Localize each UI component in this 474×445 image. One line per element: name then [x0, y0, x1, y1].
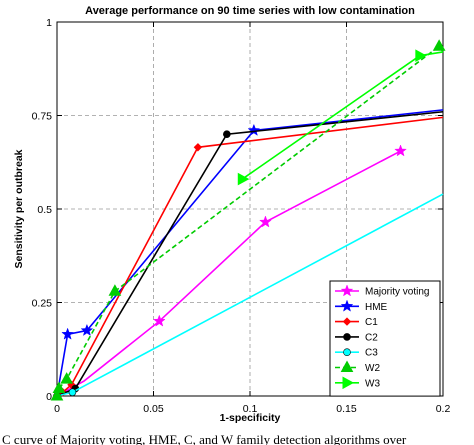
data-point-w2 [52, 381, 66, 394]
data-point-w2 [432, 39, 446, 51]
data-point-c1 [193, 143, 203, 152]
legend-item: W2 [335, 360, 380, 374]
x-tick-label: 0.15 [336, 403, 357, 415]
data-point-w2 [60, 372, 73, 384]
legend: Majority voting HME C1 C2 C3 W2 W3 [329, 280, 441, 397]
figure-caption: C curve of Majority voting, HME, C, and … [2, 432, 407, 445]
y-tick-label: 0 [46, 391, 52, 403]
y-tick-label: 0.25 [32, 298, 53, 310]
axis-ticks: 0 0.05 0.1 0.15 0.2 0 0.25 0.5 0.75 1 [32, 17, 451, 415]
chart-title: Average performance on 90 time series wi… [85, 5, 415, 17]
series-w3 [237, 49, 444, 186]
data-point-c3 [68, 388, 77, 397]
data-point-majority-voting [152, 314, 166, 327]
x-axis-label: 1-specificity [220, 412, 281, 424]
legend-item: C2 [335, 332, 378, 343]
legend-item: Majority voting [335, 284, 429, 298]
legend-label: C3 [365, 348, 378, 359]
legend-item: HME [335, 299, 388, 313]
data-point-hme [247, 123, 261, 136]
x-tick-label: 0.1 [243, 403, 258, 415]
y-axis-label: Sensitivity per outbreak [13, 149, 25, 268]
legend-label: W2 [365, 363, 380, 374]
legend-label: HME [365, 302, 388, 313]
y-tick-label: 0.75 [32, 111, 53, 123]
legend-marker [340, 360, 354, 372]
legend-marker [340, 299, 354, 312]
data-point-majority-voting [259, 215, 272, 228]
y-tick-label: 0.5 [37, 204, 52, 216]
x-tick-label: 0.05 [143, 403, 164, 415]
data-point-hme [61, 327, 75, 340]
data-point-majority-voting [394, 144, 407, 157]
data-point-hme [80, 323, 94, 336]
legend-label: C2 [365, 332, 378, 343]
legend-item: C1 [335, 317, 378, 328]
series-w2 [50, 39, 446, 401]
y-tick-label: 1 [46, 17, 52, 29]
legend-marker [343, 348, 351, 357]
legend-label: W3 [365, 378, 380, 389]
legend-label: C1 [365, 317, 378, 328]
legend-marker [342, 376, 355, 390]
data-point-w3 [415, 49, 427, 63]
series-hme [56, 109, 444, 397]
series-line-c2 [56, 110, 444, 397]
legend-item: C3 [335, 348, 378, 359]
data-point-w2 [50, 388, 64, 401]
legend-marker [342, 317, 352, 326]
data-point-w3 [237, 172, 250, 186]
legend-item: W3 [335, 376, 380, 390]
x-tick-label: 0.2 [436, 403, 451, 415]
data-point-c2 [223, 130, 231, 138]
data-point-w2 [108, 284, 122, 296]
legend-marker [343, 333, 351, 341]
series-lines [50, 39, 446, 401]
x-tick-label: 0 [54, 403, 60, 415]
legend-marker [340, 284, 354, 297]
legend-label: Majority voting [365, 287, 429, 298]
